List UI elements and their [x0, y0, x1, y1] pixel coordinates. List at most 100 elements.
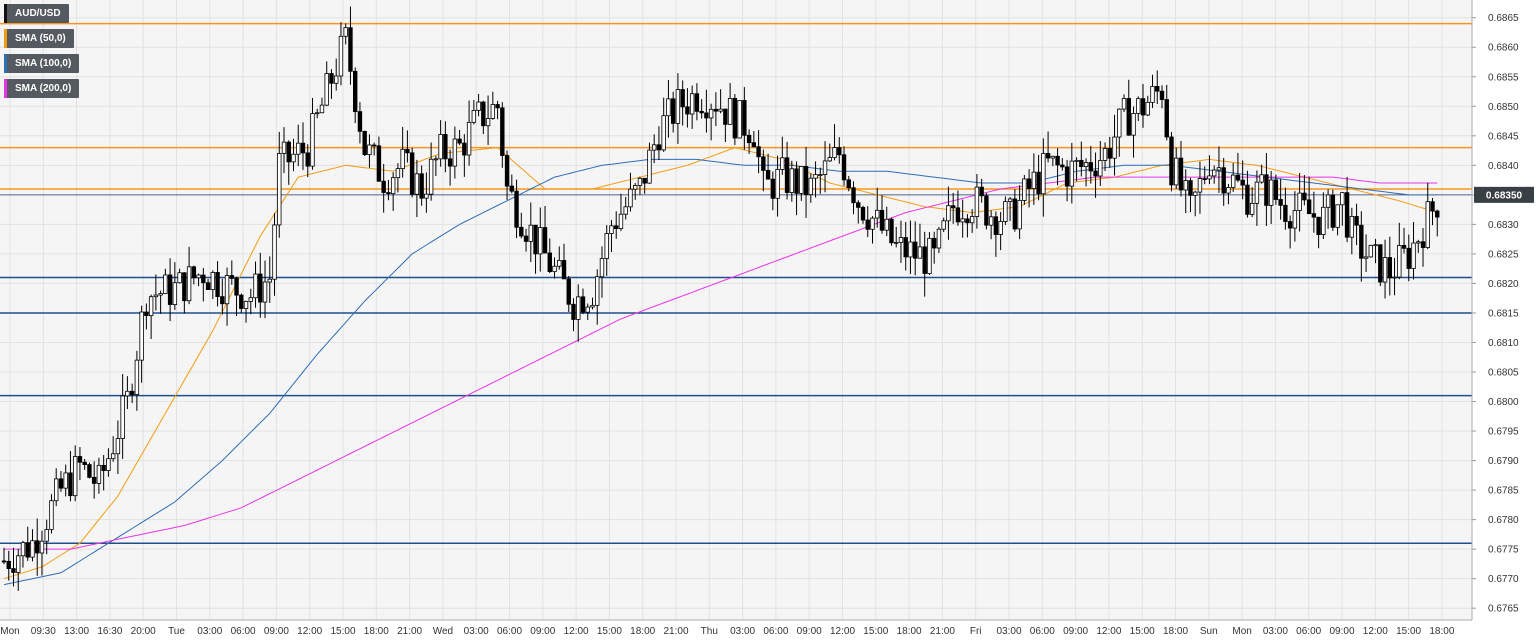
candle-body [30, 540, 35, 558]
legend-item-audusd[interactable]: AUD/USD [4, 4, 69, 23]
candle-body [998, 221, 1003, 235]
candle-body [1392, 276, 1397, 279]
candle-body [547, 252, 552, 273]
legend-swatch [4, 4, 7, 23]
candle-body [898, 237, 904, 243]
candle-body [1273, 179, 1279, 200]
x-tick-label: 15:00 [597, 626, 622, 637]
candle-body [286, 141, 291, 163]
candle-body [1098, 160, 1103, 177]
legend-swatch [4, 29, 7, 48]
candle-body [182, 272, 187, 302]
candle-body [1226, 187, 1231, 194]
candle-body [837, 147, 842, 156]
candle-body [514, 190, 519, 228]
candle-body [1031, 171, 1037, 189]
x-tick-label: Tue [168, 626, 185, 637]
candle-body [533, 224, 538, 255]
candle-body [1188, 180, 1193, 196]
candle-body [993, 216, 999, 235]
candle-body [1169, 136, 1174, 186]
y-tick-label: 0.6810 [1488, 338, 1519, 349]
legend-item-sma100[interactable]: SMA (100,0) [4, 54, 80, 73]
candle-body [1264, 174, 1269, 206]
candle-body [917, 246, 923, 259]
legend-item-sma50[interactable]: SMA (50,0) [4, 29, 74, 48]
candle-body [813, 174, 818, 179]
candle-body [386, 192, 391, 195]
candle-body [784, 157, 790, 193]
y-tick-label: 0.6825 [1488, 249, 1519, 260]
candle-body [329, 73, 334, 84]
candle-body [1297, 192, 1302, 211]
candle-body [965, 218, 970, 224]
candle-body [670, 98, 676, 124]
legend: AUD/USD SMA (50,0) SMA (100,0) SMA (200,… [4, 4, 80, 104]
plot-background [0, 0, 1472, 620]
candle-body [1017, 200, 1022, 230]
candle-body [599, 258, 605, 278]
candle-body [414, 173, 420, 195]
candle-body [576, 296, 581, 320]
x-tick-label: 03:00 [1263, 626, 1288, 637]
candle-body [1193, 191, 1198, 196]
candle-body [125, 390, 130, 397]
candle-body [1131, 113, 1136, 136]
candle-body [58, 478, 64, 489]
candle-body [334, 75, 339, 84]
candle-body [1387, 257, 1392, 279]
candle-body [1064, 166, 1070, 187]
y-tick-label: 0.6775 [1488, 545, 1519, 556]
candle-body [974, 186, 980, 217]
candle-body [1050, 155, 1056, 159]
candle-body [1283, 204, 1288, 222]
sma50-line [3, 147, 1438, 580]
legend-label: SMA (100,0) [15, 58, 72, 69]
x-tick-label: 09:00 [264, 626, 289, 637]
candle-body [1145, 101, 1150, 116]
candle-body [799, 166, 804, 194]
candle-body [595, 276, 600, 306]
candle-body [20, 542, 26, 557]
candle-body [803, 166, 809, 196]
candle-body [305, 152, 310, 167]
candle-body [656, 144, 662, 151]
candle-body [1268, 179, 1274, 206]
candle-body [1221, 167, 1226, 194]
x-tick-label: 12:00 [297, 626, 322, 637]
candle-body [1007, 198, 1013, 202]
candle-body [1411, 242, 1416, 269]
x-tick-label: Thu [701, 626, 718, 637]
candle-body [324, 73, 329, 106]
legend-item-sma200[interactable]: SMA (200,0) [4, 79, 80, 98]
candle-body [1259, 174, 1264, 183]
candle-body [291, 153, 296, 163]
candle-body [1401, 245, 1407, 249]
candle-body [685, 106, 690, 115]
candle-body [158, 293, 163, 296]
x-tick-label: 06:00 [763, 626, 788, 637]
candle-body [72, 456, 78, 497]
candle-body [519, 226, 524, 237]
candle-body [296, 142, 301, 155]
candle-body [281, 141, 287, 154]
candle-body [485, 118, 491, 127]
candle-body [1211, 169, 1217, 177]
candle-body [63, 472, 68, 489]
candle-body [946, 205, 951, 222]
y-tick-label: 0.6805 [1488, 368, 1519, 379]
candle-body [1321, 206, 1326, 235]
candle-body [428, 158, 434, 195]
candle-body [922, 246, 927, 274]
candle-body [936, 228, 942, 249]
candle-body [941, 220, 946, 230]
candle-body [1245, 184, 1250, 215]
candle-body [538, 227, 543, 255]
candle-body [96, 464, 102, 484]
y-tick-label: 0.6800 [1488, 397, 1519, 408]
candle-body [186, 266, 192, 302]
y-tick-label: 0.6865 [1488, 13, 1519, 24]
sma-lines [3, 147, 1438, 586]
candle-body [661, 115, 666, 151]
candle-body [1159, 90, 1165, 100]
